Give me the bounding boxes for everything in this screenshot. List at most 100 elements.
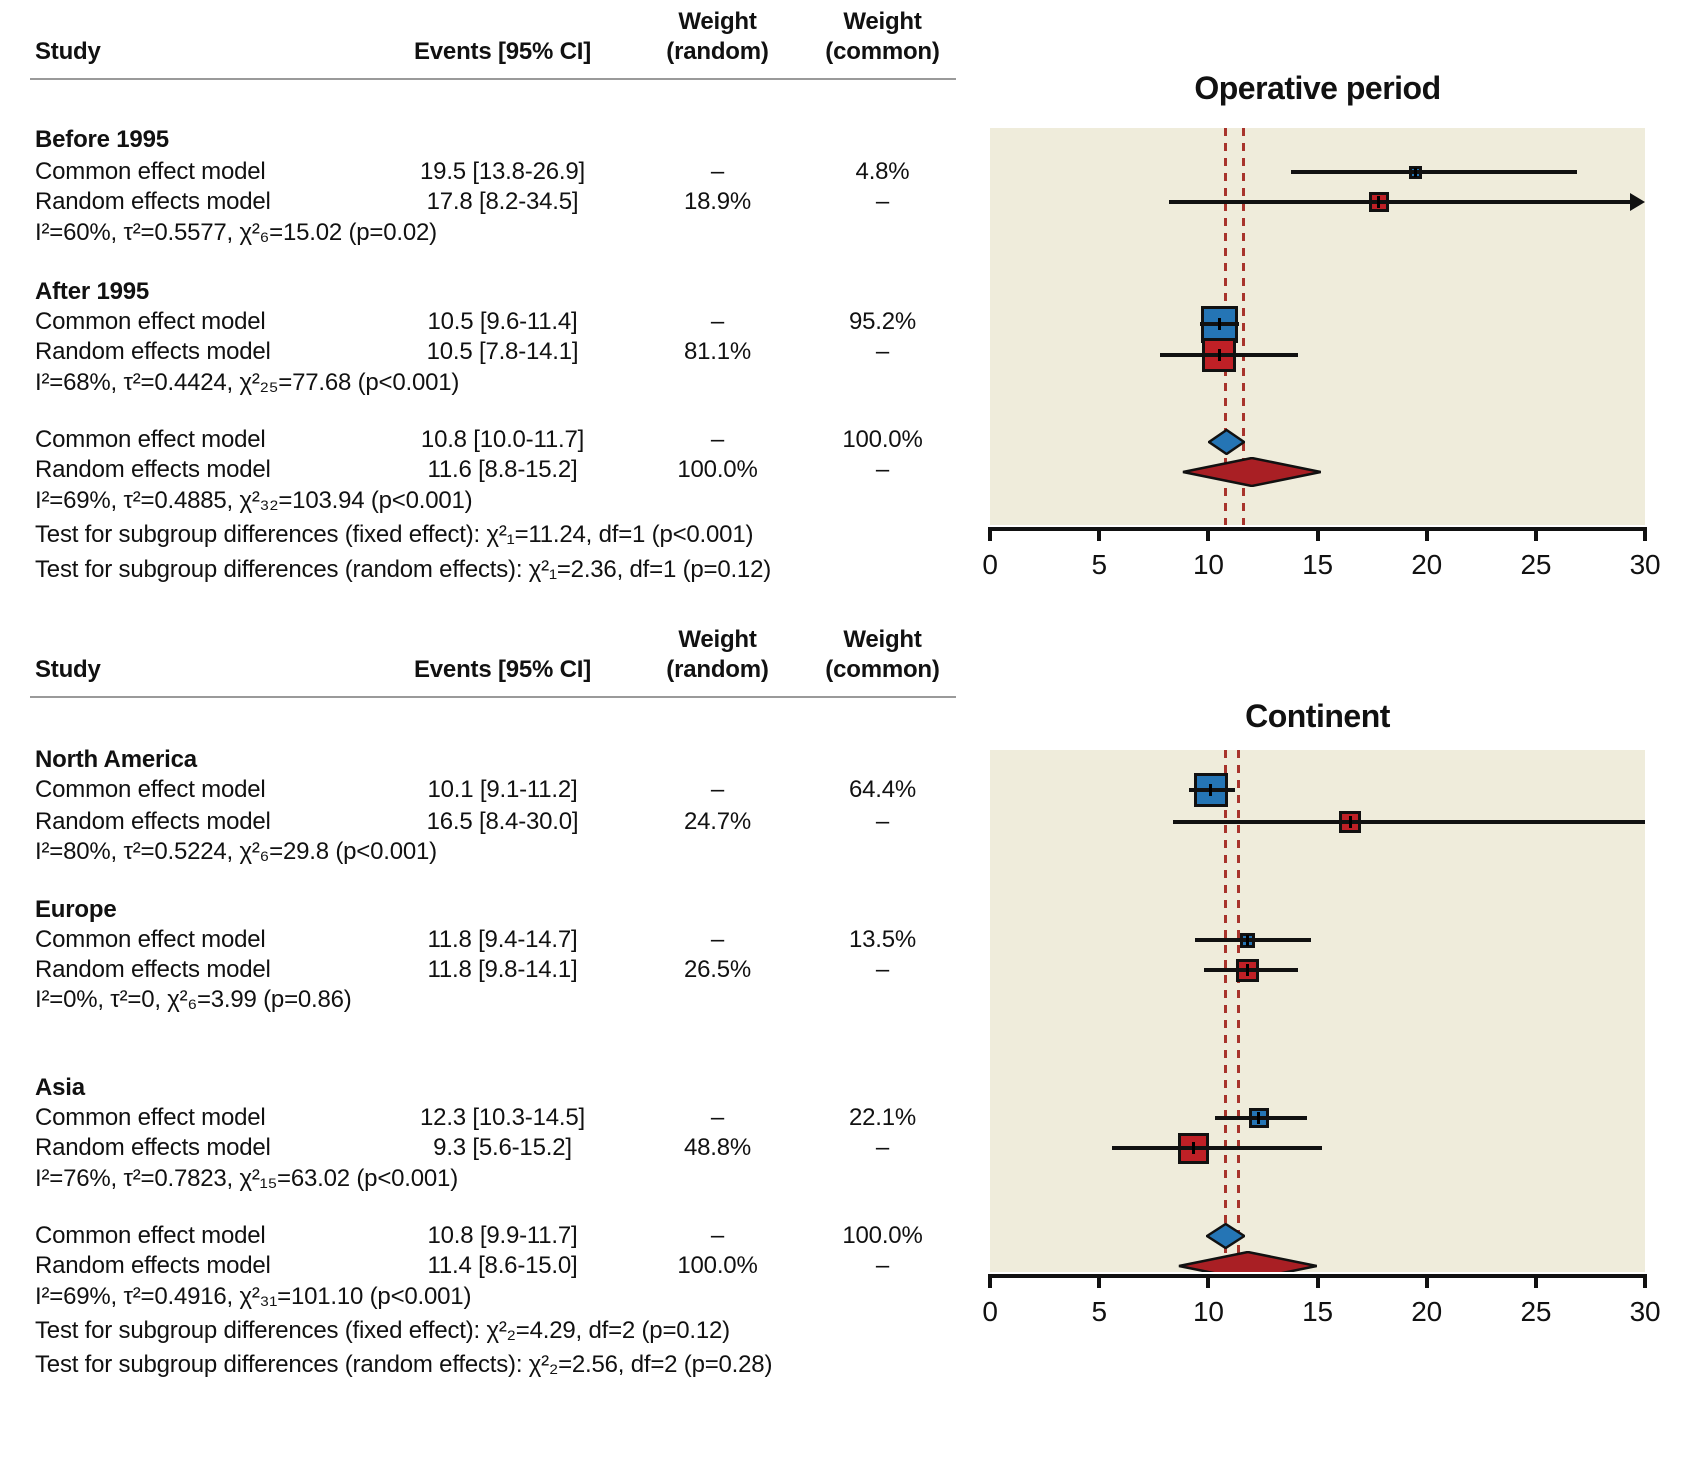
col-header-weight-common-1: Weight	[843, 626, 922, 653]
ci-line	[1169, 200, 1632, 204]
model-label: Random effects model	[35, 1252, 271, 1279]
events-ci-value: 10.5 [7.8-14.1]	[426, 338, 579, 365]
table1-header-rule	[30, 78, 956, 80]
weight-random-value: –	[710, 1222, 725, 1249]
events-ci-value: 11.8 [9.4-14.7]	[427, 926, 578, 953]
heterogeneity-stats: I²=76%, τ²=0.7823, χ²₁₅=63.02 (p<0.001)	[35, 1165, 458, 1192]
model-label: Random effects model	[35, 956, 271, 983]
weight-common-value: –	[875, 188, 890, 215]
reference-line	[1241, 128, 1245, 525]
weight-common-value: –	[875, 1134, 890, 1161]
group-name: Europe	[35, 896, 117, 923]
axis-tick	[1206, 527, 1211, 541]
events-ci-value: 19.5 [13.8-26.9]	[420, 158, 585, 185]
table-row: Common effect model 19.5 [13.8-26.9] – 4…	[35, 157, 955, 187]
ci-arrow-right	[1630, 193, 1645, 211]
center-tick	[1348, 816, 1352, 828]
ci-line	[1291, 170, 1578, 174]
ci-line	[1203, 968, 1298, 972]
table1-header-row2: Study Events [95% CI] (random) (common)	[35, 37, 955, 67]
center-tick	[1414, 167, 1418, 177]
ci-line	[1214, 1116, 1307, 1120]
model-label: Random effects model	[35, 338, 271, 365]
axis-tick	[1315, 1274, 1320, 1288]
col-header-weight-common-2: (common)	[825, 656, 940, 683]
weight-random-value: 24.7%	[683, 808, 752, 835]
table2-header-row1: Weight Weight	[35, 625, 955, 655]
model-label: Common effect model	[35, 308, 266, 335]
axis-tick-label: 30	[1629, 1296, 1661, 1327]
weight-common-value: 13.5%	[848, 926, 917, 953]
weight-random-value: 48.8%	[683, 1134, 752, 1161]
col-header-study: Study	[35, 656, 101, 683]
weight-random-value: –	[710, 776, 725, 803]
heterogeneity-stats: I²=68%, τ²=0.4424, χ²₂₅=77.68 (p<0.001)	[35, 369, 460, 396]
axis-tick-label: 30	[1629, 549, 1661, 580]
table-row: Common effect model 10.1 [9.1-11.2] – 64…	[35, 775, 955, 805]
events-ci-value: 12.3 [10.3-14.5]	[420, 1104, 585, 1131]
events-ci-value: 11.4 [8.6-15.0]	[427, 1252, 578, 1279]
table-row: Random effects model 11.6 [8.8-15.2] 100…	[35, 455, 955, 485]
events-ci-value: 11.8 [9.8-14.1]	[427, 956, 578, 983]
col-header-events: Events [95% CI]	[413, 656, 592, 683]
table-row: Common effect model 11.8 [9.4-14.7] – 13…	[35, 925, 955, 955]
model-label: Random effects model	[35, 1134, 271, 1161]
heterogeneity-stats: I²=69%, τ²=0.4885, χ²₃₂=103.94 (p<0.001)	[35, 487, 473, 514]
axis-tick	[1643, 527, 1647, 541]
reference-line	[1237, 750, 1241, 1272]
model-label: Common effect model	[35, 1104, 266, 1131]
axis-tick-label: 25	[1520, 549, 1552, 580]
weight-random-value: 18.9%	[683, 188, 752, 215]
axis-tick-label: 20	[1411, 549, 1443, 580]
pooled-diamond	[1182, 457, 1322, 487]
center-tick	[1377, 196, 1381, 208]
center-tick	[1246, 964, 1250, 976]
pooled-diamond	[1206, 1223, 1246, 1249]
table-row: Common effect model 10.5 [9.6-11.4] – 95…	[35, 307, 955, 337]
table1-header-row1: Weight Weight	[35, 7, 955, 37]
group-name: Before 1995	[35, 126, 169, 153]
col-header-weight-random-1: Weight	[678, 626, 757, 653]
weight-common-value: 100.0%	[842, 426, 923, 453]
center-tick	[1217, 349, 1221, 361]
model-label: Common effect model	[35, 1222, 266, 1249]
plot2-area	[990, 750, 1645, 1272]
col-header-weight-common-1: Weight	[843, 8, 922, 35]
weight-random-value: –	[710, 158, 725, 185]
table-row: Random effects model 17.8 [8.2-34.5] 18.…	[35, 187, 955, 217]
axis-tick	[1206, 1274, 1211, 1288]
weight-common-value: 4.8%	[855, 158, 910, 185]
model-label: Random effects model	[35, 456, 271, 483]
axis-tick-label: 15	[1302, 1296, 1333, 1327]
plot1-area	[990, 128, 1645, 525]
events-ci-value: 10.1 [9.1-11.2]	[427, 776, 578, 803]
weight-random-value: –	[710, 426, 725, 453]
table-row: Random effects model 9.3 [5.6-15.2] 48.8…	[35, 1133, 955, 1163]
weight-common-value: 100.0%	[842, 1222, 923, 1249]
center-tick	[1257, 1112, 1261, 1124]
subgroup-test-fixed: Test for subgroup differences (fixed eff…	[35, 1317, 730, 1344]
model-label: Common effect model	[35, 426, 266, 453]
axis-tick	[988, 1274, 992, 1288]
axis-tick-label: 20	[1411, 1296, 1443, 1327]
axis-tick	[1315, 527, 1320, 541]
group-name: After 1995	[35, 278, 150, 305]
weight-random-value: –	[710, 926, 725, 953]
col-header-weight-random-1: Weight	[678, 8, 757, 35]
center-tick	[1246, 934, 1250, 946]
center-tick	[1217, 318, 1221, 330]
heterogeneity-stats: I²=80%, τ²=0.5224, χ²₆=29.8 (p<0.001)	[35, 838, 437, 865]
axis-tick-label: 25	[1520, 1296, 1552, 1327]
col-header-weight-random-2: (random)	[666, 656, 769, 683]
plot2-x-axis: 0 5 10 15 20 25 30	[982, 1274, 1661, 1334]
axis-tick-label: 5	[1091, 549, 1107, 580]
axis-tick-label: 15	[1302, 549, 1333, 580]
table-row: Random effects model 11.4 [8.6-15.0] 100…	[35, 1251, 955, 1281]
table-row: Common effect model 12.3 [10.3-14.5] – 2…	[35, 1103, 955, 1133]
ci-line	[1173, 820, 1645, 824]
pooled-diamond	[1208, 429, 1246, 455]
col-header-weight-random-2: (random)	[666, 38, 769, 65]
axis-tick-label: 0	[982, 549, 998, 580]
weight-random-value: 26.5%	[683, 956, 752, 983]
col-header-weight-common-2: (common)	[825, 38, 940, 65]
